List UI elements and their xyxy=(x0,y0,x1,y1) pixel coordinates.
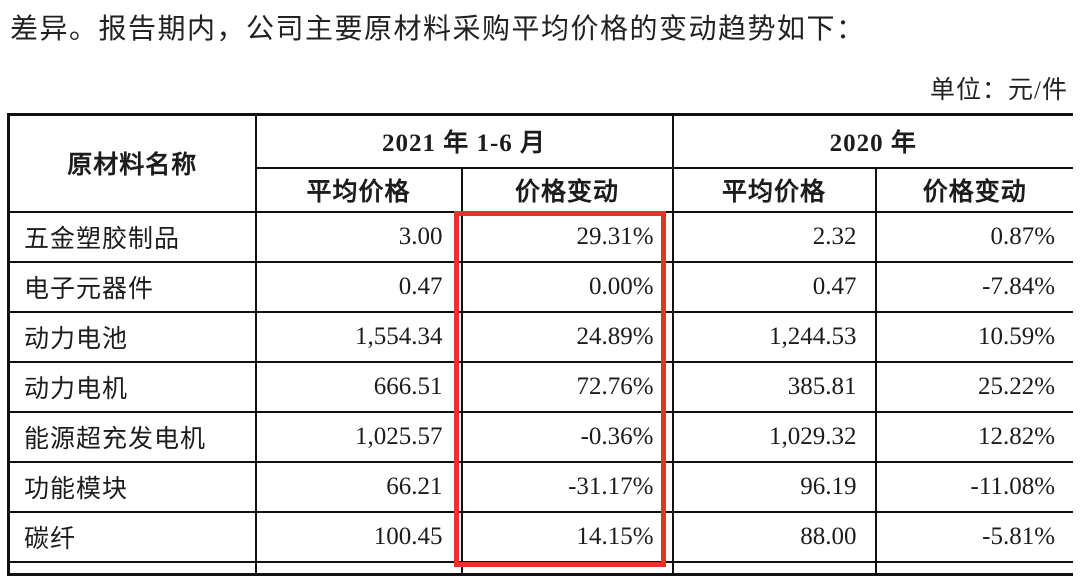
cell-price-change-2021: 24.89% xyxy=(460,310,674,363)
cell-price-change-2021: 14.15% xyxy=(460,510,674,563)
table-body: 五金塑胶制品 3.00 29.31% 2.32 0.87% 电子元器件 0.47… xyxy=(7,210,1073,576)
cell-price-change-2020: -5.81% xyxy=(874,510,1073,563)
header-avg-price-2021: 平均价格 xyxy=(254,166,463,213)
cell-avg-price-2020: 1,244.53 xyxy=(671,310,877,363)
header-material-name: 原材料名称 xyxy=(7,113,257,213)
cell-avg-price-2021: 1,025.57 xyxy=(254,410,463,463)
cell-price-change-2021: -31.17% xyxy=(460,460,674,513)
cell-avg-price-2020: 88.00 xyxy=(671,510,877,563)
cell-material-name: 功能模块 xyxy=(7,460,257,513)
header-avg-price-2020: 平均价格 xyxy=(671,166,877,213)
table-header: 原材料名称 2021 年 1-6 月 2020 年 平均价格 价格变动 平均价格… xyxy=(7,113,1073,213)
header-group-2021: 2021 年 1-6 月 xyxy=(254,113,674,169)
cell-price-change-2020: -11.08% xyxy=(874,460,1073,513)
header-price-change-2020: 价格变动 xyxy=(874,166,1073,213)
cell-material-name: 动力电机 xyxy=(7,360,257,413)
table-row: 碳纤 100.45 14.15% 88.00 -5.81% xyxy=(7,510,1073,563)
cell-material-name: 能源超充发电机 xyxy=(7,410,257,463)
cell-avg-price-2020: 385.81 xyxy=(671,360,877,413)
cell-avg-price-2021: 1,554.34 xyxy=(254,310,463,363)
cell-price-change-2021: 72.76% xyxy=(460,360,674,413)
cell-avg-price-2021: 666.51 xyxy=(254,360,463,413)
cell-material-name: 电子元器件 xyxy=(7,260,257,313)
cell-price-change-2020: 12.82% xyxy=(874,410,1073,463)
cell-avg-price-2020: 2.32 xyxy=(671,210,877,263)
cell-avg-price-2021: 66.21 xyxy=(254,460,463,513)
cell-price-change-2021: 0.00% xyxy=(460,260,674,313)
cell-price-change-2021: 29.31% xyxy=(460,210,674,263)
cell-price-change-2020: 10.59% xyxy=(874,310,1073,363)
cell-material-name: 动力电池 xyxy=(7,310,257,363)
page-title: 差异。报告期内，公司主要原材料采购平均价格的变动趋势如下： xyxy=(10,14,866,45)
cell-price-change-2020: -7.84% xyxy=(874,260,1073,313)
header-group-2020: 2020 年 xyxy=(671,113,1073,169)
table-row: 电子元器件 0.47 0.00% 0.47 -7.84% xyxy=(7,260,1073,313)
table-row: 功能模块 66.21 -31.17% 96.19 -11.08% xyxy=(7,460,1073,513)
cell-material-name: 五金塑胶制品 xyxy=(7,210,257,263)
table-row: 动力电机 666.51 72.76% 385.81 25.22% xyxy=(7,360,1073,413)
cell-avg-price-2020: 1,029.32 xyxy=(671,410,877,463)
cell-avg-price-2020: 0.47 xyxy=(671,260,877,313)
table-row: 能源超充发电机 1,025.57 -0.36% 1,029.32 12.82% xyxy=(7,410,1073,463)
cell-avg-price-2021: 3.00 xyxy=(254,210,463,263)
cell-avg-price-2020: 96.19 xyxy=(671,460,877,513)
cell-price-change-2021: -0.36% xyxy=(460,410,674,463)
cell-avg-price-2021: 0.47 xyxy=(254,260,463,313)
table-cutoff-line xyxy=(7,573,1073,575)
materials-price-table-wrapper: 原材料名称 2021 年 1-6 月 2020 年 平均价格 价格变动 平均价格… xyxy=(7,113,1073,577)
cell-price-change-2020: 0.87% xyxy=(874,210,1073,263)
cell-avg-price-2021: 100.45 xyxy=(254,510,463,563)
table-row: 五金塑胶制品 3.00 29.31% 2.32 0.87% xyxy=(7,210,1073,263)
unit-label: 单位：元/件 xyxy=(930,77,1068,104)
table-row: 动力电池 1,554.34 24.89% 1,244.53 10.59% xyxy=(7,310,1073,363)
cell-material-name: 碳纤 xyxy=(7,510,257,563)
cell-price-change-2020: 25.22% xyxy=(874,360,1073,413)
materials-price-table: 原材料名称 2021 年 1-6 月 2020 年 平均价格 价格变动 平均价格… xyxy=(7,113,1073,576)
header-price-change-2021: 价格变动 xyxy=(460,166,674,213)
